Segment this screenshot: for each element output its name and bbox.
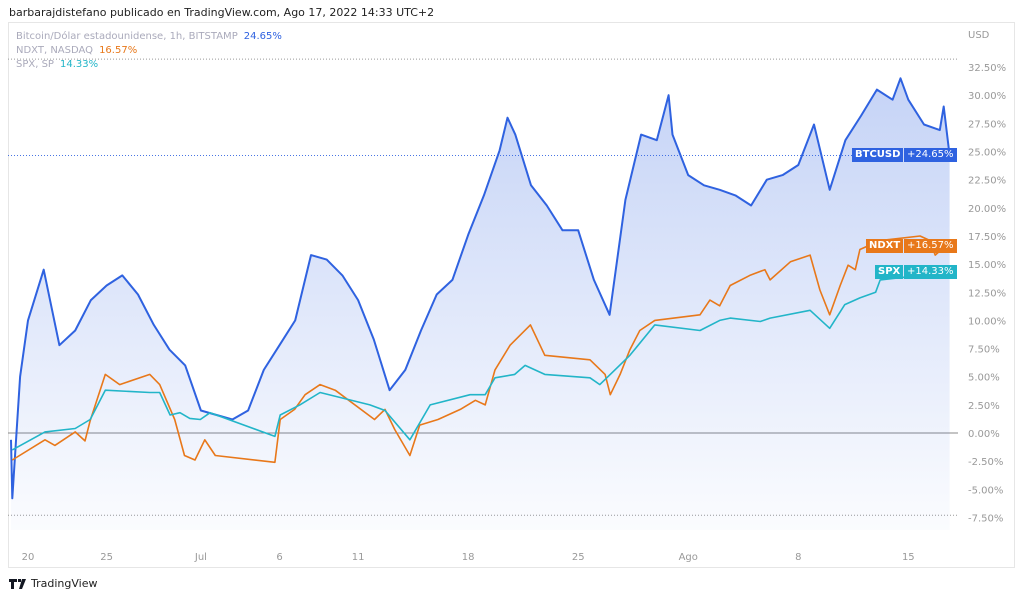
x-tick-label: 8: [795, 552, 801, 563]
y-tick-label: 15.00%: [968, 260, 1006, 271]
series-line-ndxt: [11, 235, 946, 464]
x-tick-label: 25: [100, 552, 113, 563]
legend-label: SPX, SP: [16, 59, 54, 70]
series-line-btcusd: [10, 77, 951, 500]
series-name-tag: SPX: [875, 265, 904, 279]
y-tick-label: 30.00%: [968, 91, 1006, 102]
legend-label: Bitcoin/Dólar estadounidense, 1h, BITSTA…: [16, 31, 238, 42]
y-tick-label: -7.50%: [968, 513, 1003, 524]
legend-value: 16.57%: [99, 45, 138, 56]
y-tick-label: 2.50%: [968, 401, 1000, 412]
footer-text: TradingView: [31, 577, 98, 590]
tradingview-logo[interactable]: TradingView: [9, 577, 97, 590]
x-tick-label: 11: [352, 552, 365, 563]
x-tick-label: 6: [276, 552, 282, 563]
last-value-tag: +24.65%: [904, 148, 957, 162]
legend: Bitcoin/Dólar estadounidense, 1h, BITSTA…: [16, 30, 282, 72]
last-value-tag: +16.57%: [904, 239, 957, 253]
x-tick-label: 15: [902, 552, 915, 563]
legend-label: NDXT, NASDAQ: [16, 45, 94, 56]
series-name-tag: NDXT: [866, 239, 904, 253]
x-tick-label: 20: [22, 552, 35, 563]
y-axis-unit: USD: [968, 30, 990, 41]
y-tick-label: 22.50%: [968, 176, 1006, 187]
y-tick-label: 0.00%: [968, 429, 1000, 440]
y-tick-label: 12.50%: [968, 288, 1006, 299]
y-tick-label: 7.50%: [968, 345, 1000, 356]
y-tick-label: 20.00%: [968, 204, 1006, 215]
legend-item-ndxt[interactable]: NDXT, NASDAQ 16.57%: [16, 44, 282, 58]
series-name-tag: BTCUSD: [852, 148, 904, 162]
y-tick-label: 32.50%: [968, 63, 1006, 74]
btc-area-fill: [10, 78, 950, 531]
legend-value: 24.65%: [243, 31, 282, 42]
legend-value: 14.33%: [59, 59, 99, 70]
tradingview-logo-icon: [9, 578, 26, 589]
y-tick-label: 10.00%: [968, 316, 1006, 327]
chart-frame: [8, 22, 1015, 568]
y-tick-label: 17.50%: [968, 232, 1006, 243]
x-tick-label: Ago: [679, 552, 698, 563]
y-tick-label: -2.50%: [968, 457, 1003, 468]
y-tick-label: 27.50%: [968, 119, 1006, 130]
x-tick-label: 25: [572, 552, 585, 563]
legend-item-btc[interactable]: Bitcoin/Dólar estadounidense, 1h, BITSTA…: [16, 30, 282, 44]
publish-header: barbarajdistefano publicado en TradingVi…: [9, 6, 435, 19]
x-tick-label: Jul: [194, 552, 207, 563]
series-line-spx: [11, 270, 946, 451]
y-tick-label: 5.00%: [968, 373, 1000, 384]
y-tick-label: 25.00%: [968, 148, 1006, 159]
x-tick-label: 18: [462, 552, 475, 563]
legend-item-spx[interactable]: SPX, SP 14.33%: [16, 58, 282, 72]
y-tick-label: -5.00%: [968, 485, 1003, 496]
last-value-tag: +14.33%: [904, 265, 957, 279]
